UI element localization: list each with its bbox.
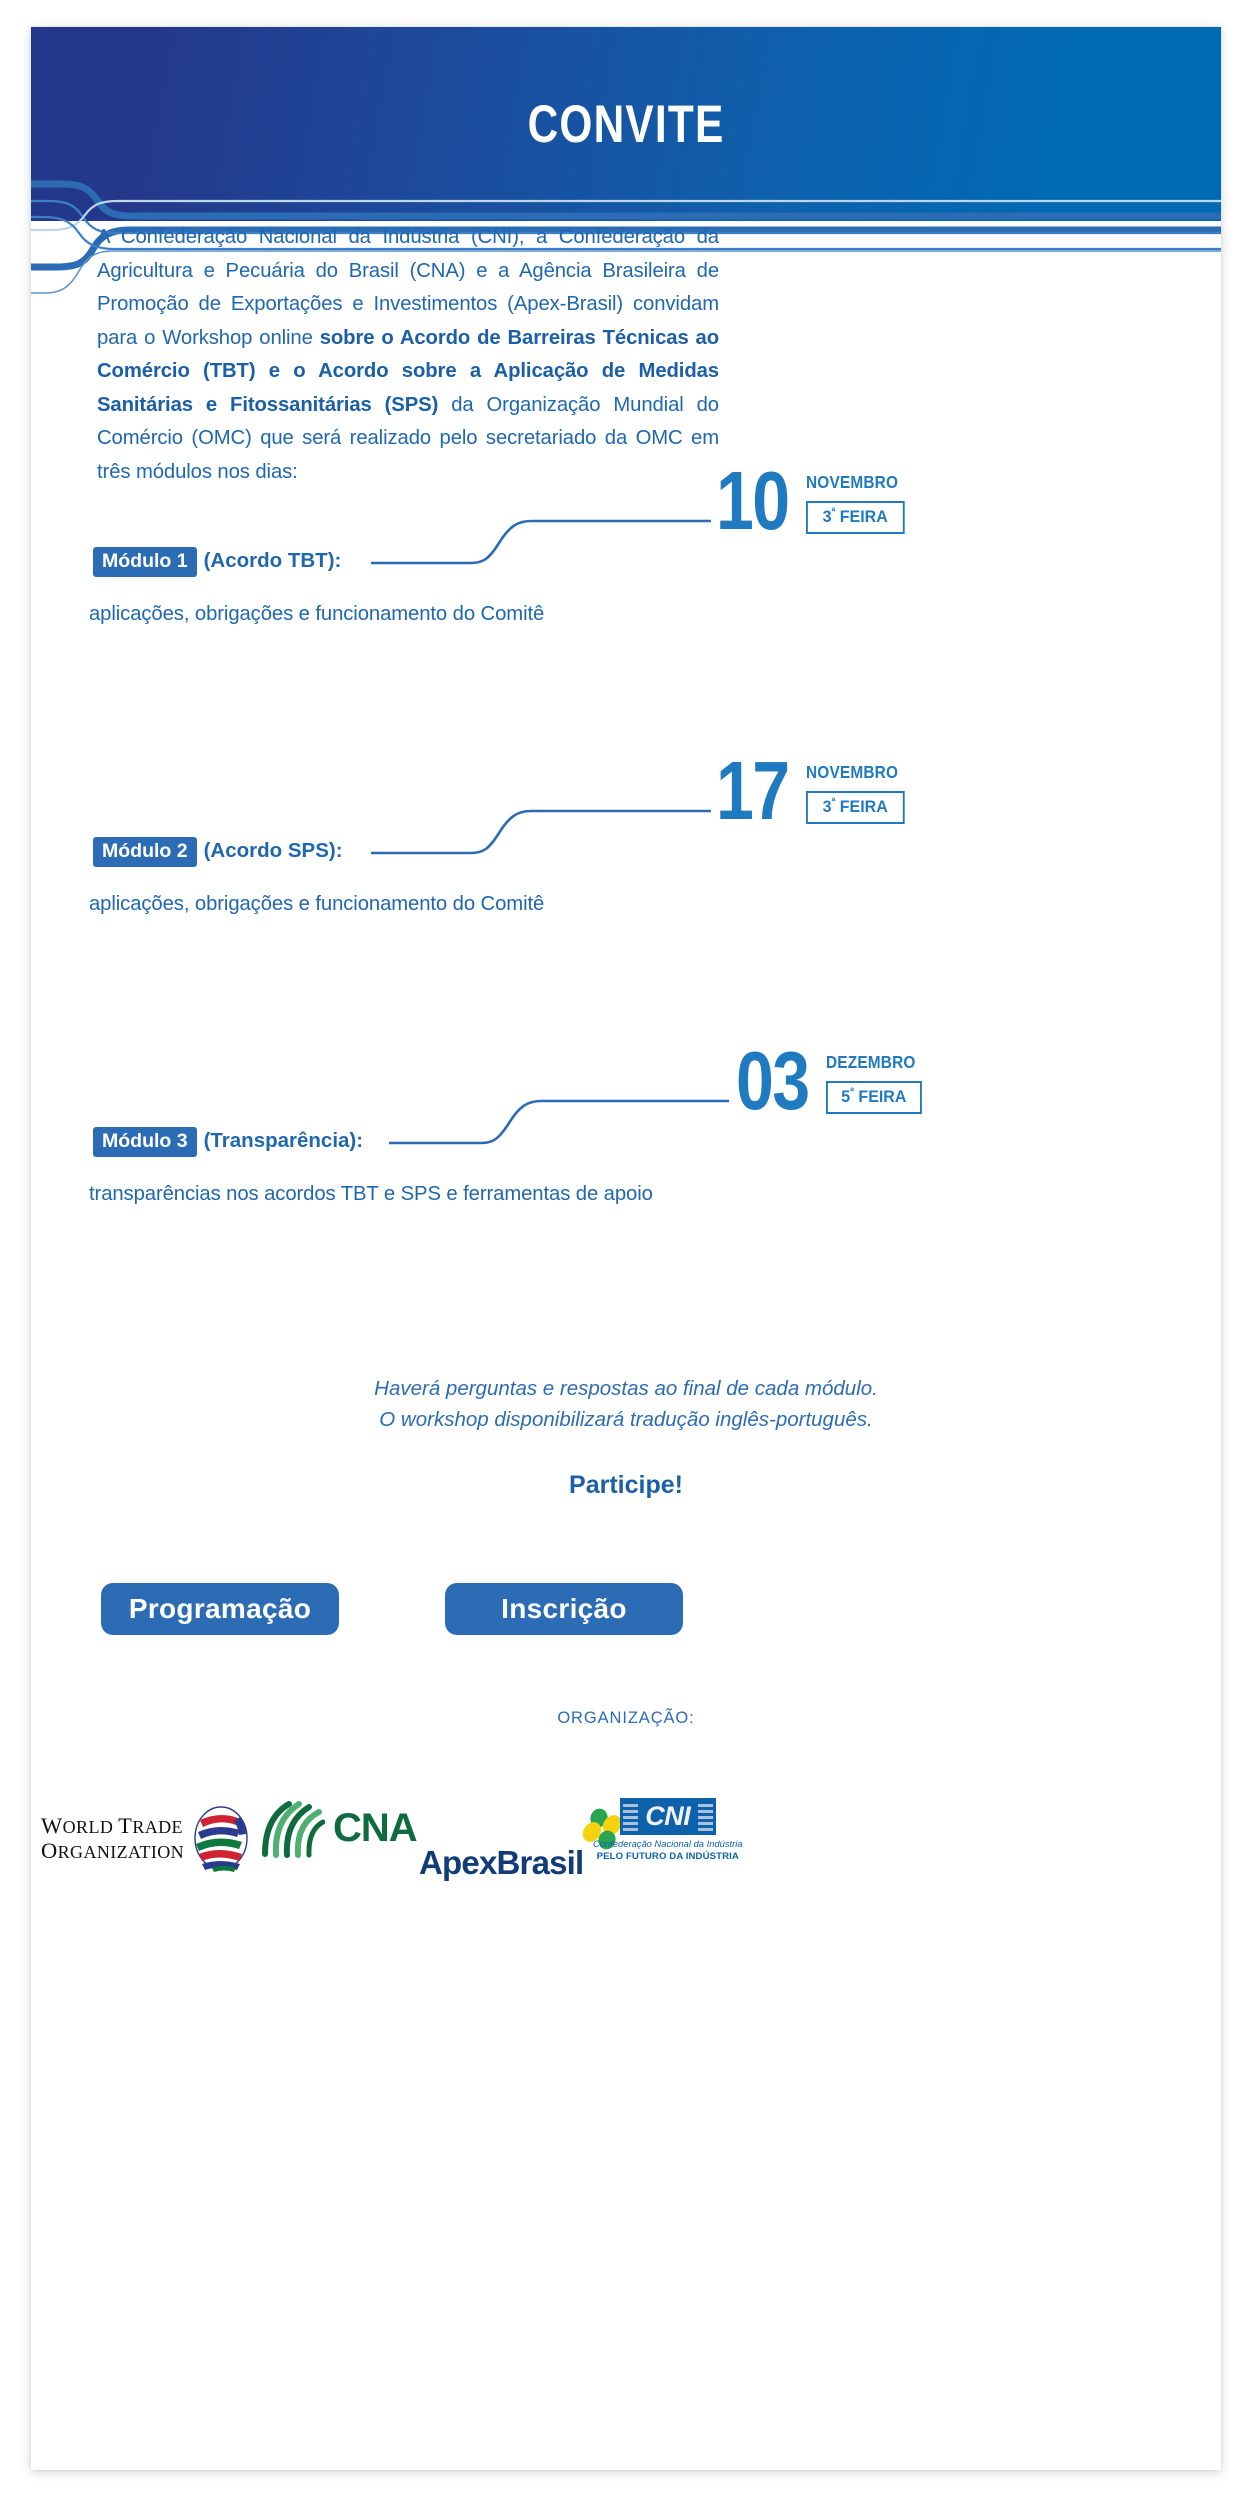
- wto-logo: WORLD TRADE ORGANIZATION: [41, 1804, 252, 1872]
- cni-tagline: PELO FUTURO DA INDÚSTRIA: [596, 1851, 739, 1862]
- module-2-weekday-ord: ª: [831, 796, 836, 808]
- apexbrasil-pinwheel-icon: [583, 1808, 622, 1850]
- module-3-heading: Módulo 3 (Transparência):: [93, 1126, 364, 1157]
- module-1-heading: Módulo 1 (Acordo TBT):: [93, 546, 342, 577]
- decorative-lines-graphic: [31, 180, 1221, 294]
- apexbrasil-logo: ApexBrasil: [419, 1808, 623, 1882]
- cni-logo-text: CNI: [645, 1801, 691, 1831]
- module-2-connector-line: [371, 809, 711, 855]
- wto-t: T: [118, 1812, 133, 1838]
- inscricao-button[interactable]: Inscrição: [445, 1583, 683, 1635]
- module-1-badge: Módulo 1: [93, 546, 197, 577]
- intro-part1: A Confederação Nacional da Indústria (CN…: [97, 226, 719, 349]
- cna-logo: CNA: [259, 1798, 418, 1858]
- module-1-connector-line: [371, 519, 711, 565]
- module-3-weekday-num: 5: [841, 1087, 851, 1106]
- module-2-weekday-num: 3: [822, 797, 832, 816]
- cni-logo: CNI Confederação Nacional da Indústria P…: [593, 1798, 743, 1862]
- module-3-weekday-ord: ª: [850, 1086, 855, 1098]
- module-2-heading: Módulo 2 (Acordo SPS):: [93, 836, 343, 867]
- module-3-date: 03 DEZEMBRO 5ª FEIRA: [736, 1034, 928, 1127]
- wto-logo-text: WORLD TRADE ORGANIZATION: [41, 1813, 184, 1863]
- module-2-day: 17: [716, 744, 790, 837]
- module-1-weekday-num: 3: [822, 507, 832, 526]
- cta-participe: Participe!: [569, 1471, 683, 1499]
- module-1-day: 10: [716, 454, 790, 547]
- module-2-month: NOVEMBRO: [806, 762, 899, 782]
- module-3-weekday-text: FEIRA: [854, 1087, 907, 1106]
- module-2-badge: Módulo 2: [93, 836, 197, 867]
- wto-o: O: [41, 1838, 58, 1863]
- module-1-title: (Acordo TBT):: [203, 548, 342, 572]
- module-2-weekday-text: FEIRA: [835, 797, 889, 816]
- programacao-button[interactable]: Programação: [101, 1583, 339, 1635]
- module-1-date: 10 NOVEMBRO 3ª FEIRA: [716, 454, 911, 547]
- notes-block: Haverá perguntas e respostas ao final de…: [31, 1373, 1221, 1435]
- invitation-card: CONVITE A Confederação Nacional da Indús…: [31, 27, 1221, 2470]
- note-line-1: Haverá perguntas e respostas ao final de…: [374, 1377, 878, 1400]
- module-2-description: aplicações, obrigações e funcionamento d…: [89, 893, 545, 915]
- cna-leaves-icon: [262, 1801, 325, 1858]
- module-3-title: (Transparência):: [203, 1128, 364, 1152]
- note-line-2: O workshop disponibilizará tradução ingl…: [379, 1408, 873, 1431]
- module-3-month: DEZEMBRO: [826, 1052, 916, 1072]
- wto-orld: ORLD: [62, 1816, 114, 1837]
- module-block-3: Módulo 3 (Transparência): 03 DEZEMBRO 5ª…: [31, 1039, 1221, 1205]
- module-block-2: Módulo 2 (Acordo SPS): 17 NOVEMBRO 3ª FE…: [31, 749, 1221, 915]
- wto-globe-icon: [194, 1806, 248, 1872]
- module-2-date: 17 NOVEMBRO 3ª FEIRA: [716, 744, 911, 837]
- intro-paragraph: A Confederação Nacional da Indústria (CN…: [97, 221, 719, 489]
- page-title: CONVITE: [527, 94, 725, 154]
- logos-row: WORLD TRADE ORGANIZATION: [31, 1776, 1221, 1906]
- cni-subtitle: Confederação Nacional da Indústria: [593, 1838, 743, 1849]
- module-block-1: Módulo 1 (Acordo TBT): 10 NOVEMBRO 3ª FE…: [31, 459, 1221, 625]
- cni-logo-mark: CNI: [619, 1798, 716, 1835]
- header-band: CONVITE: [31, 27, 1221, 221]
- module-1-month: NOVEMBRO: [806, 472, 899, 492]
- module-2-weekday: 3ª FEIRA: [806, 791, 905, 824]
- intro-bold: sobre o Acordo de Barreiras Técnicas ao …: [97, 326, 720, 416]
- action-buttons-row: Programação Inscrição: [31, 1583, 1221, 1641]
- module-1-weekday: 3ª FEIRA: [806, 501, 905, 534]
- cna-logo-text: CNA: [333, 1805, 418, 1850]
- wto-rade: RADE: [132, 1816, 183, 1837]
- wto-w: W: [41, 1812, 63, 1838]
- module-2-title: (Acordo SPS):: [203, 838, 343, 862]
- organization-label: ORGANIZAÇÃO:: [557, 1709, 695, 1727]
- module-3-badge: Módulo 3: [93, 1126, 197, 1157]
- intro-part2: da Organização Mundial do Comércio (OMC)…: [97, 393, 719, 483]
- module-3-weekday: 5ª FEIRA: [826, 1081, 922, 1114]
- wto-rganization: RGANIZATION: [57, 1842, 185, 1862]
- apexbrasil-logo-text: ApexBrasil: [419, 1844, 584, 1881]
- module-1-description: aplicações, obrigações e funcionamento d…: [89, 603, 545, 625]
- module-3-day: 03: [736, 1034, 810, 1127]
- module-1-weekday-text: FEIRA: [835, 507, 889, 526]
- module-3-connector-line: [389, 1099, 729, 1145]
- module-1-weekday-ord: ª: [831, 506, 836, 518]
- module-3-description: transparências nos acordos TBT e SPS e f…: [89, 1183, 653, 1205]
